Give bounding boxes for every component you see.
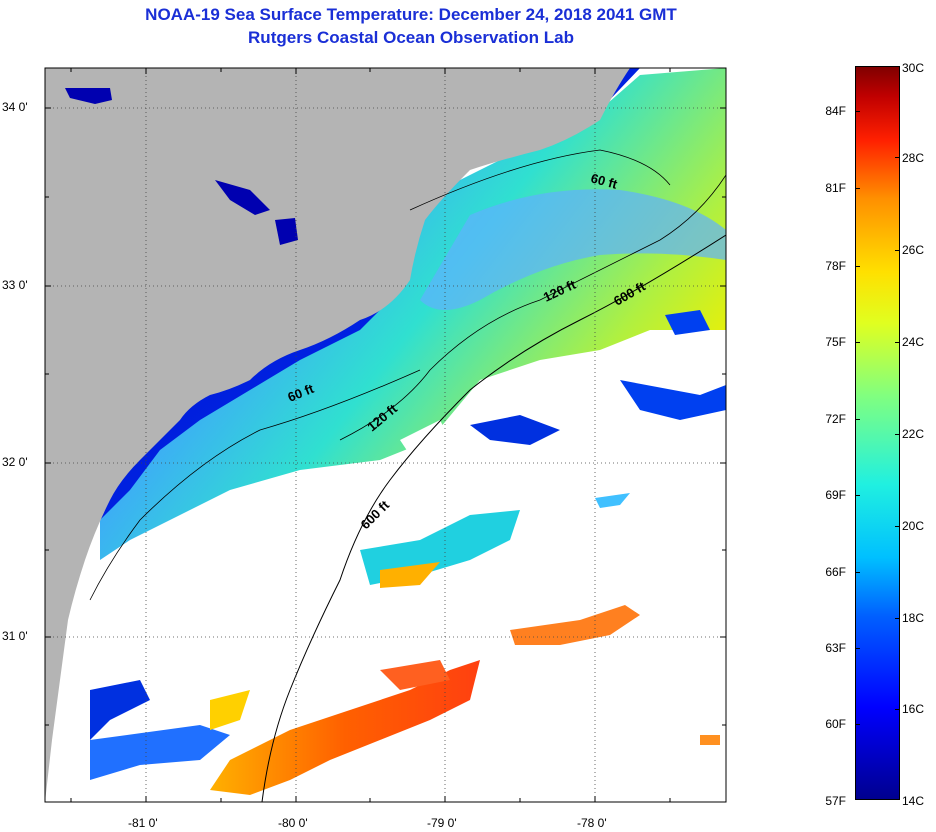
south-nearshore <box>90 725 230 780</box>
plume <box>420 189 726 310</box>
colorbar-c-label: 22C <box>902 427 925 441</box>
land <box>45 68 630 802</box>
colorbar-f-label: 63F <box>825 641 846 655</box>
axis-ticks <box>45 68 726 802</box>
cold-patches <box>470 415 560 445</box>
lat-label: 34 0' <box>2 100 28 114</box>
contour-60ft <box>89 149 671 601</box>
lon-label: -80 0' <box>278 816 308 830</box>
chart-subtitle: Rutgers Coastal Ocean Observation Lab <box>248 28 574 47</box>
colorbar-f-label: 72F <box>825 412 846 426</box>
colorbar-c-label: 16C <box>902 702 925 716</box>
warm-patch <box>510 605 640 645</box>
colorbar-c-label: 28C <box>902 151 925 165</box>
cloud-patch <box>520 360 640 420</box>
offshore-patch <box>595 493 630 508</box>
colorbar-c-label: 24C <box>902 335 925 349</box>
warm-patch <box>210 660 480 795</box>
lat-label: 32 0' <box>2 455 28 469</box>
lat-label: 33 0' <box>2 278 28 292</box>
contour-label: 60 ft <box>589 170 619 192</box>
inland-water <box>65 88 112 104</box>
colorbar-c-label: 30C <box>902 61 925 75</box>
warm-patch <box>380 660 450 690</box>
offshore-patch <box>360 510 520 585</box>
chart-title: NOAA-19 Sea Surface Temperature: Decembe… <box>145 5 677 24</box>
contour-600ft <box>261 234 726 802</box>
lon-label: -78 0' <box>577 816 607 830</box>
south-nearshore <box>90 680 150 740</box>
colorbar-f-label: 69F <box>825 488 846 502</box>
colorbar-f-label: 57F <box>825 794 846 808</box>
colorbar-f-label: 66F <box>825 565 846 579</box>
warm-patch <box>700 735 720 745</box>
colorbar-c-label: 26C <box>902 243 925 257</box>
lon-label: -79 0' <box>427 816 457 830</box>
colorbar-c-label: 20C <box>902 519 925 533</box>
inland-water <box>275 218 298 245</box>
lon-label: -81 0' <box>128 816 158 830</box>
warm-patch <box>210 690 250 730</box>
colorbar-c-label: 14C <box>902 794 925 808</box>
colorbar-f-label: 84F <box>825 104 846 118</box>
contour-120ft <box>339 174 726 441</box>
cold-patches <box>620 380 726 420</box>
colorbar-f-label: 75F <box>825 335 846 349</box>
offshore-patch <box>380 562 440 588</box>
colorbar-f-label: 81F <box>825 181 846 195</box>
colorbar-f-label: 60F <box>825 717 846 731</box>
lat-label: 31 0' <box>2 629 28 643</box>
cold-patches <box>665 310 710 335</box>
inland-water <box>215 180 270 215</box>
temperature-colorbar <box>855 66 900 800</box>
grid-lines <box>45 68 726 802</box>
colorbar-c-label: 18C <box>902 611 925 625</box>
colorbar-f-label: 78F <box>825 259 846 273</box>
